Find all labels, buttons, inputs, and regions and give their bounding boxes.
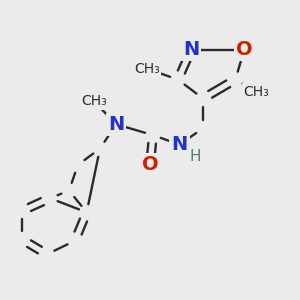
Text: N: N <box>171 135 188 154</box>
Text: N: N <box>183 40 199 59</box>
Text: N: N <box>108 115 124 134</box>
Text: CH₃: CH₃ <box>134 62 160 76</box>
Text: H: H <box>190 149 201 164</box>
Text: CH₃: CH₃ <box>243 85 269 99</box>
Text: O: O <box>236 40 253 59</box>
Text: CH₃: CH₃ <box>81 94 107 108</box>
Text: O: O <box>142 155 158 174</box>
